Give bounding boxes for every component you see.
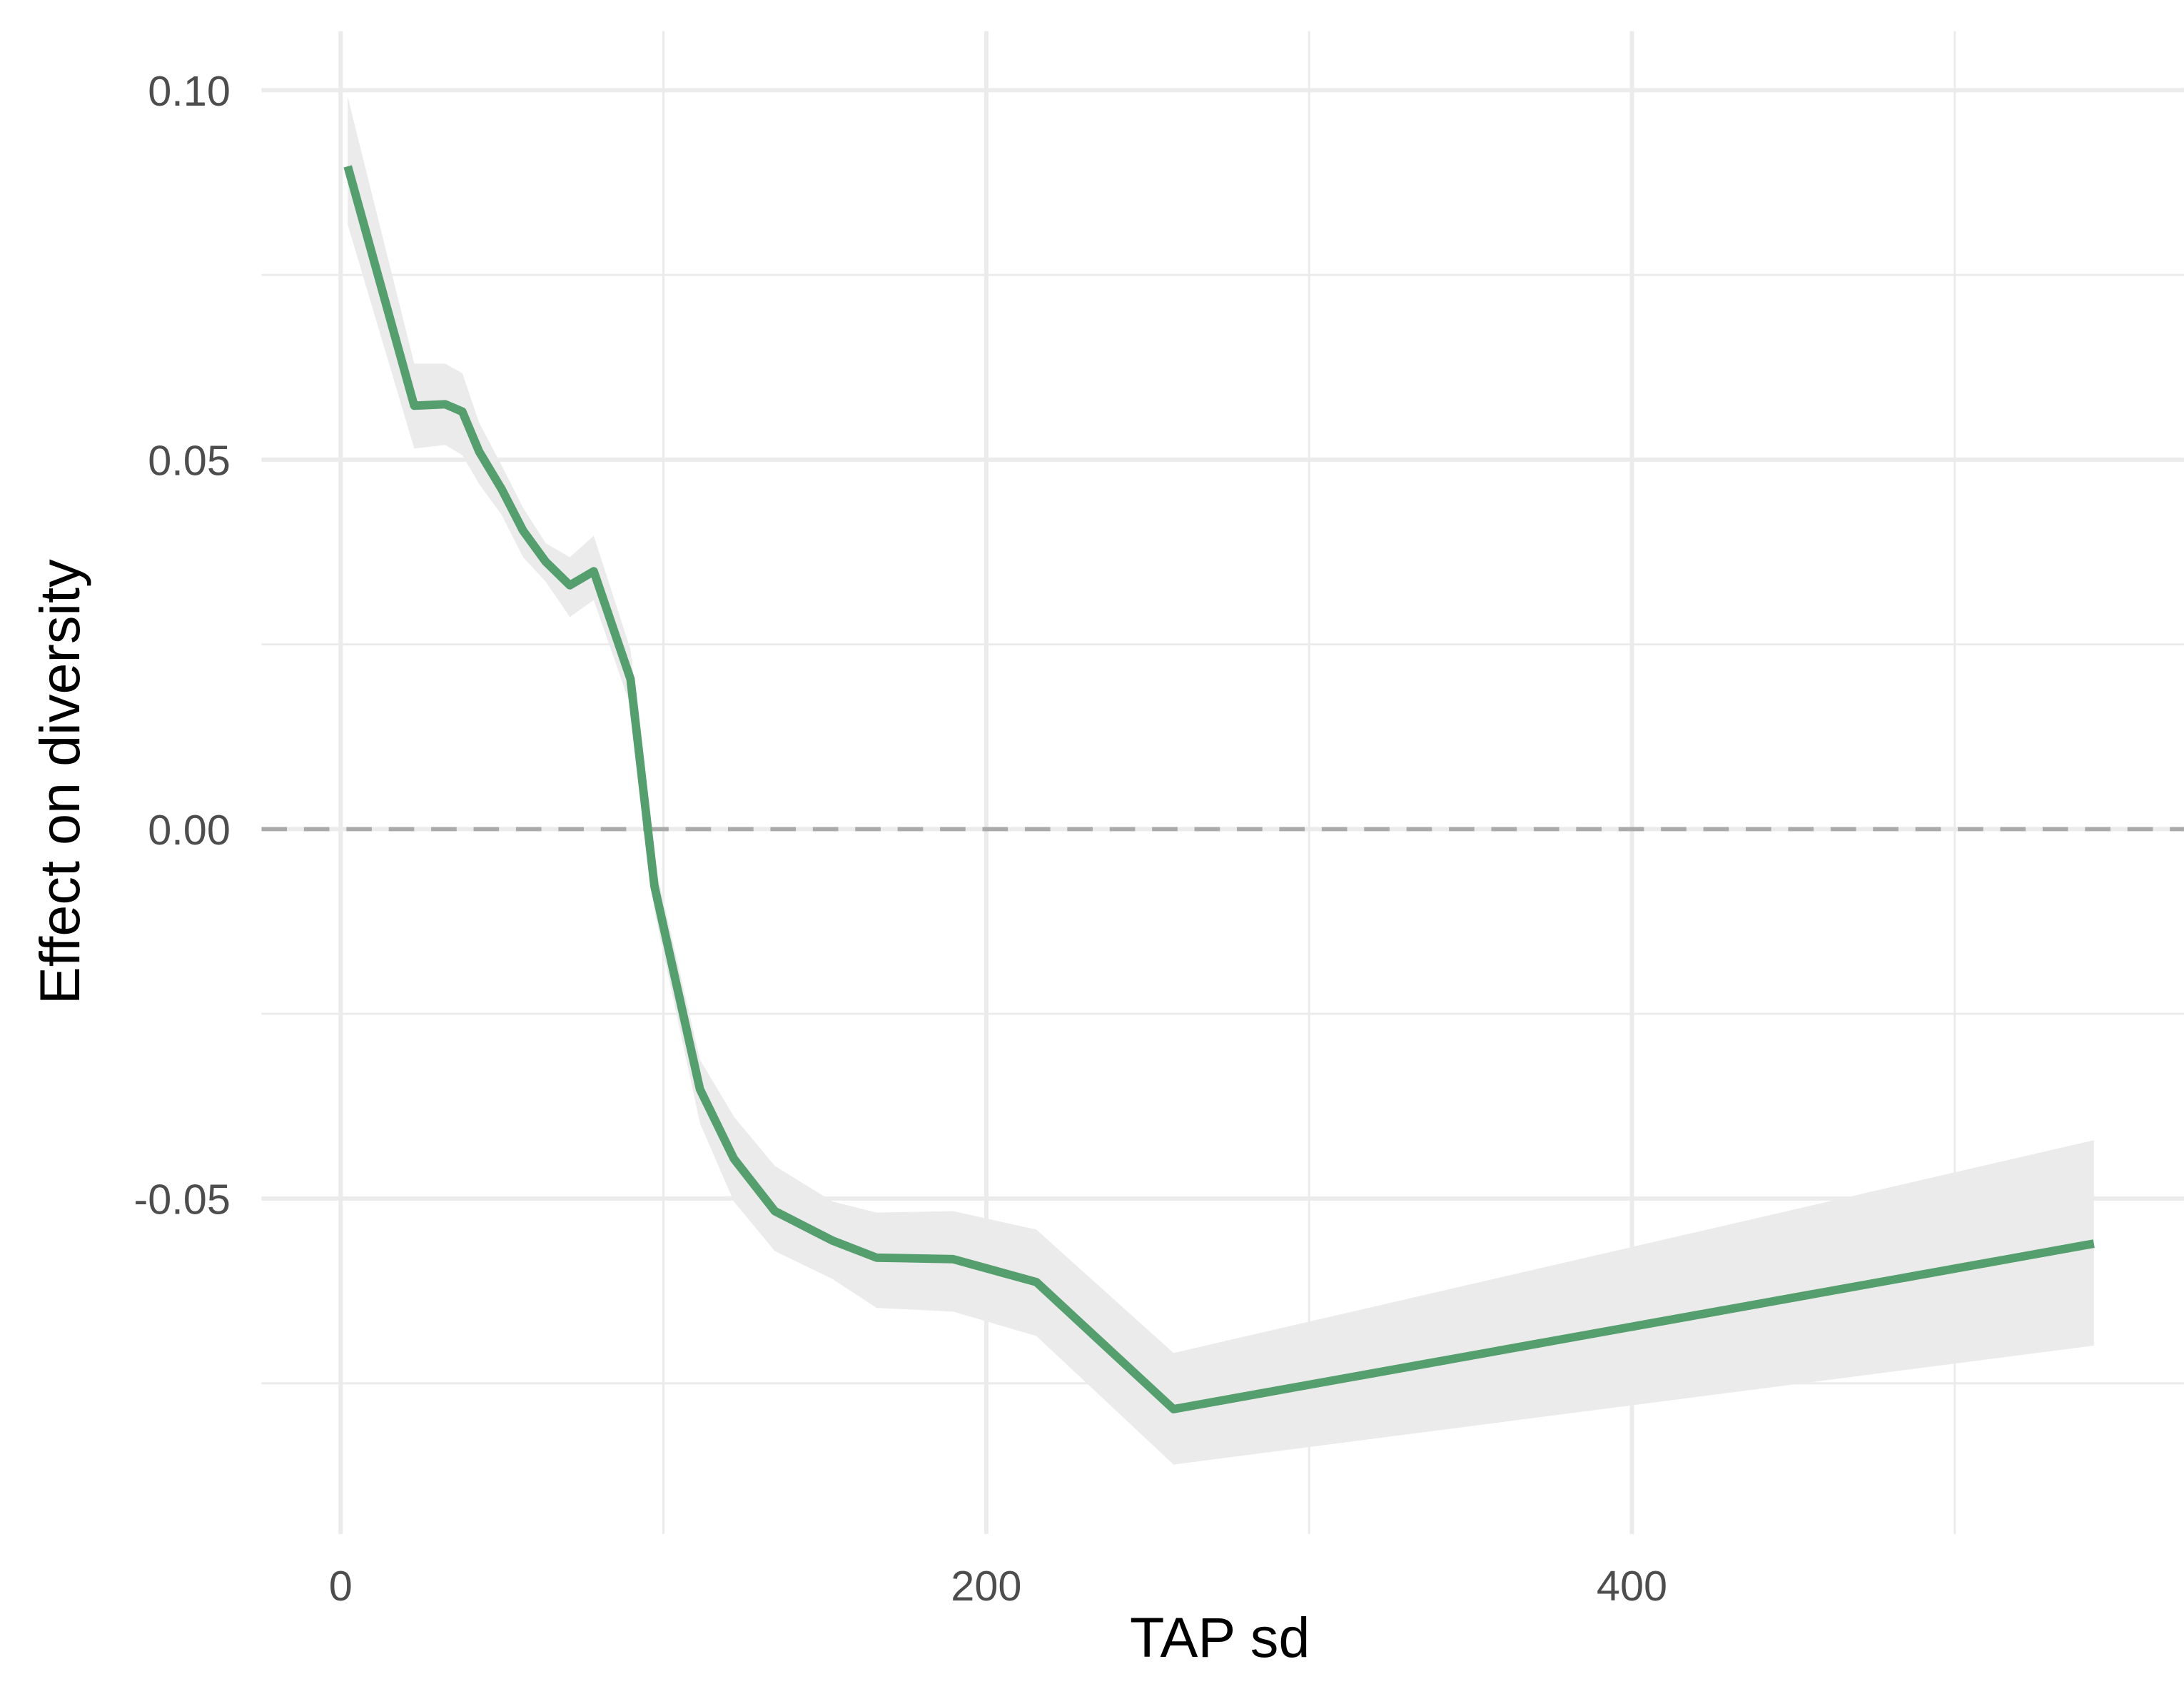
confidence-band: [348, 96, 2094, 1465]
x-tick-label: 400: [1597, 1562, 1667, 1610]
y-tick-label: -0.05: [133, 1176, 230, 1224]
y-axis-title: Effect on diversity: [28, 559, 91, 1004]
y-tick-label: 0.05: [148, 437, 231, 485]
effect-line: [343, 165, 2095, 1413]
y-tick-label: 0.00: [148, 806, 231, 854]
x-tick-label: 200: [951, 1562, 1021, 1610]
y-tick-label: 0.10: [148, 67, 231, 115]
x-axis-title: TAP sd: [1130, 1605, 1310, 1669]
x-tick-label: 0: [329, 1562, 353, 1610]
